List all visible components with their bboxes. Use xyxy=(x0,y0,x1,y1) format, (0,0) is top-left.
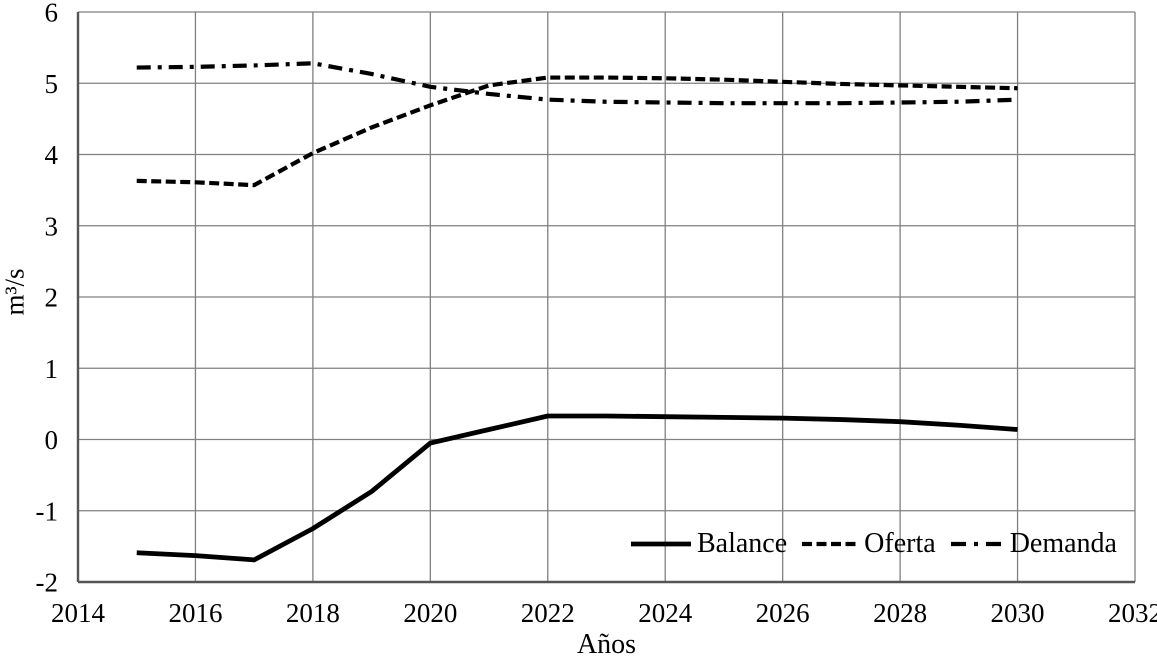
series-line-demanda xyxy=(136,61,1018,106)
y-tick-label: -2 xyxy=(36,568,59,598)
y-tick-label: 0 xyxy=(45,425,59,455)
y-tick-label: 1 xyxy=(45,354,59,384)
y-tick-label: 6 xyxy=(45,0,59,28)
x-tick-label: 2030 xyxy=(991,598,1045,628)
legend-item-demanda: Demanda xyxy=(950,528,1117,560)
x-tick-label: 2020 xyxy=(403,598,457,628)
legend-solid-line-icon xyxy=(631,541,691,547)
x-tick-label: 2032 xyxy=(1108,598,1157,628)
y-tick-label: 4 xyxy=(45,140,59,170)
legend-item-oferta: Oferta xyxy=(801,528,936,560)
x-tick-label: 2022 xyxy=(521,598,575,628)
x-tick-label: 2024 xyxy=(638,598,693,628)
x-axis-title: Años xyxy=(576,629,637,660)
y-axis-title: m³/s xyxy=(0,268,30,316)
legend-label-oferta: Oferta xyxy=(864,528,936,559)
legend: Balance Oferta Demanda xyxy=(630,528,1117,560)
x-tick-label: 2014 xyxy=(51,598,106,628)
x-tick-label: 2016 xyxy=(168,598,222,628)
y-tick-label: 2 xyxy=(45,283,59,313)
y-tick-label: 5 xyxy=(45,69,59,99)
legend-label-demanda: Demanda xyxy=(1009,528,1117,559)
series-line-balance xyxy=(136,413,1018,563)
x-tick-label: 2018 xyxy=(286,598,340,628)
y-tick-label: 3 xyxy=(45,211,59,241)
x-tick-label: 2026 xyxy=(756,598,810,628)
y-tick-label: -1 xyxy=(36,496,59,526)
legend-dashdot-line-icon xyxy=(950,541,1004,547)
legend-dashed-line-icon xyxy=(802,541,859,547)
series-line-oferta xyxy=(136,75,1018,188)
x-tick-label: 2028 xyxy=(873,598,927,628)
legend-item-balance: Balance xyxy=(630,528,787,560)
legend-label-balance: Balance xyxy=(697,528,788,559)
